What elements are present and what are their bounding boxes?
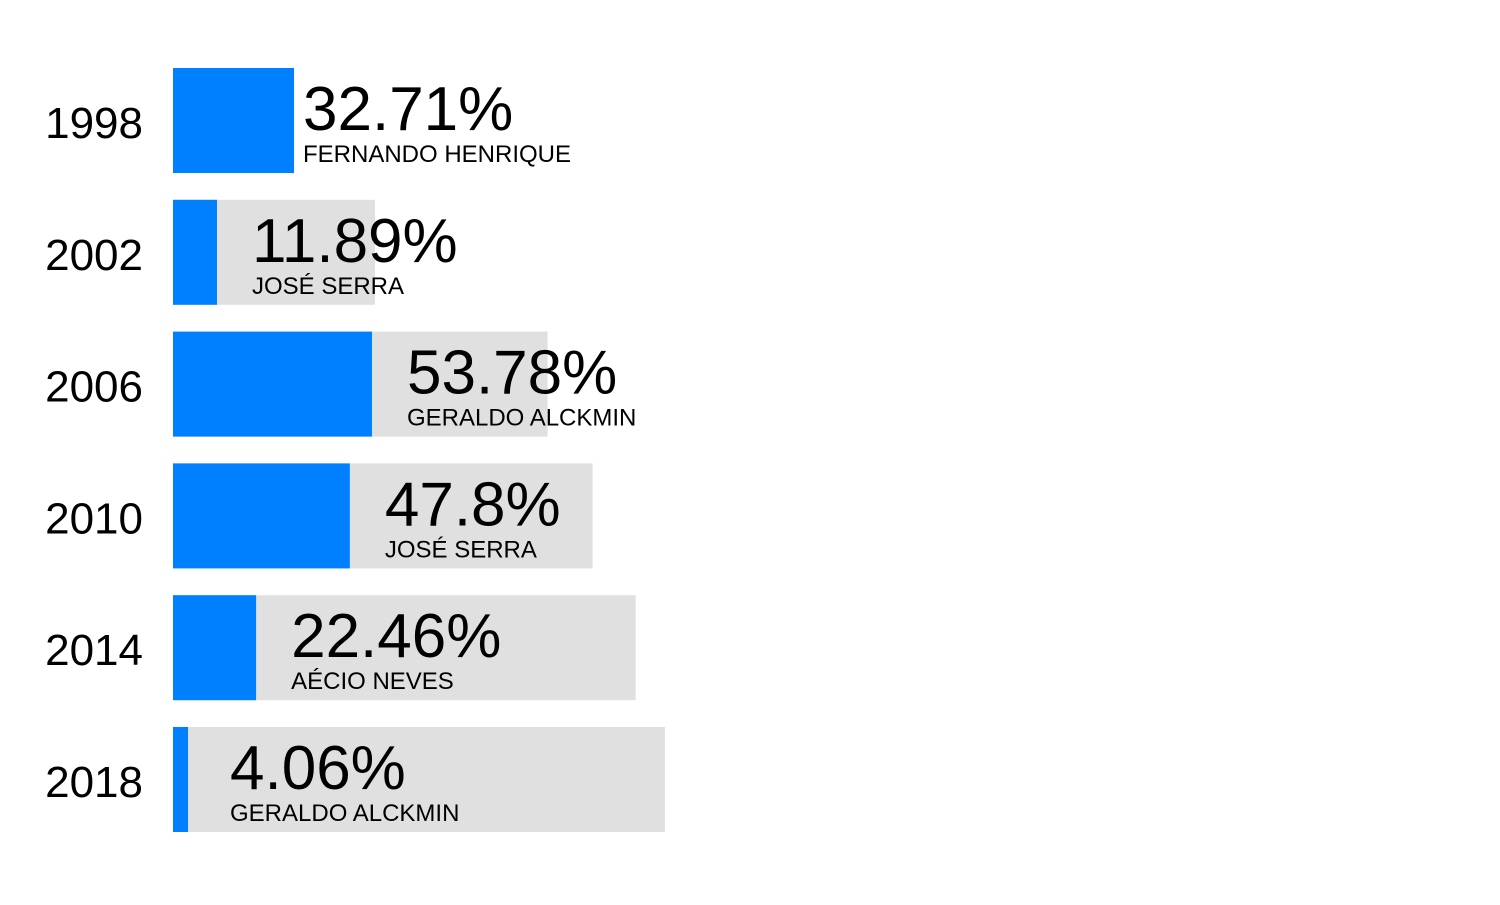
value-label-2002: 11.89%: [252, 207, 458, 276]
value-bar-2010: [173, 463, 350, 569]
candidate-label-1998: FERNANDO HENRIQUE: [303, 141, 571, 168]
value-bar-2014: [173, 595, 257, 701]
value-label-1998: 32.71%: [303, 75, 513, 144]
year-label-2010: 2010: [45, 494, 143, 543]
year-label-2018: 2018: [45, 758, 143, 807]
year-label-2006: 2006: [45, 363, 143, 412]
value-label-2006: 53.78%: [407, 339, 617, 408]
candidate-label-2014: AÉCIO NEVES: [291, 668, 454, 695]
background-bars-layer: [173, 68, 665, 832]
value-label-2014: 22.46%: [291, 602, 501, 671]
candidate-label-2018: GERALDO ALCKMIN: [230, 800, 459, 827]
year-label-1998: 1998: [45, 99, 143, 148]
value-bar-2018: [173, 727, 189, 832]
value-bar-2002: [173, 199, 217, 305]
year-label-2014: 2014: [45, 626, 143, 675]
candidate-label-2002: JOSÉ SERRA: [252, 273, 404, 300]
year-label-2002: 2002: [45, 231, 143, 280]
value-bars-layer: [173, 68, 372, 832]
value-bar-2006: [173, 331, 372, 437]
value-bar-1998: [173, 68, 295, 173]
candidate-label-2010: JOSÉ SERRA: [385, 536, 537, 563]
value-label-2018: 4.06%: [230, 734, 406, 803]
background-bar-2018: [173, 727, 665, 832]
candidate-label-2006: GERALDO ALCKMIN: [407, 405, 636, 432]
value-label-2010: 47.8%: [385, 470, 561, 539]
